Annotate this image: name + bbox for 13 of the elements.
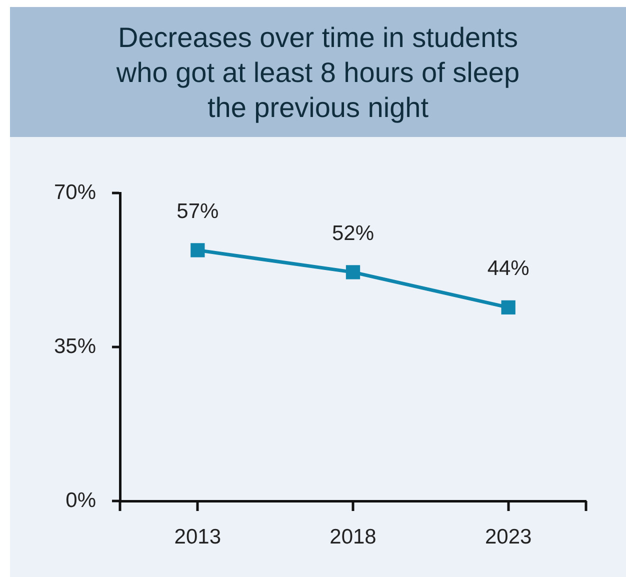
y-tick-label: 70%: [54, 180, 96, 204]
data-label: 57%: [176, 200, 219, 223]
x-tick-label: 2023: [484, 525, 532, 548]
chart-title: Decreases over time in students who got at least 8 hours of sleep the previous night: [115, 20, 521, 124]
point: [190, 243, 205, 258]
data-label: 44%: [487, 257, 530, 280]
data-label: 52%: [332, 222, 374, 245]
point: [346, 265, 360, 280]
y-tick-label: 35%: [54, 334, 96, 358]
x-tick-label: 2013: [174, 525, 222, 548]
x-tick-label: 2018: [330, 525, 376, 548]
y-tick-label: 0%: [66, 488, 96, 512]
point: [501, 300, 516, 314]
